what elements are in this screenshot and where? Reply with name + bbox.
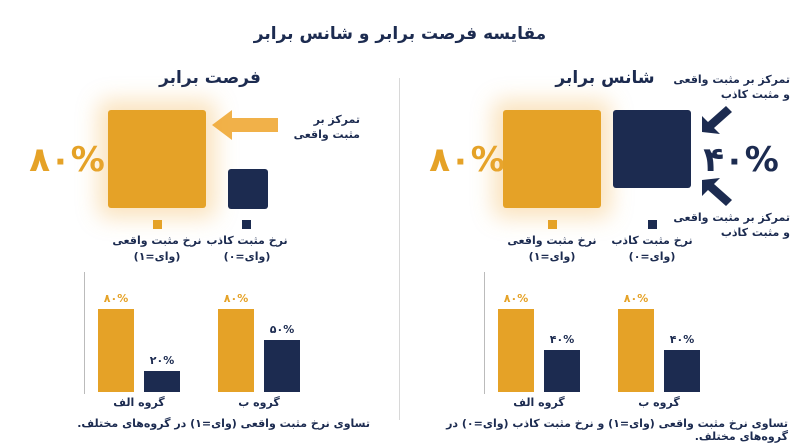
eod-tp-legend-marker — [548, 220, 557, 229]
eod-fp-legend-line2: (وای=۰) — [628, 250, 676, 263]
bar-tp-0 — [498, 308, 534, 392]
eod-arrow-top-icon — [702, 106, 732, 134]
eod-note-bottom-line1: تمرکز بر مثبت واقعی — [673, 211, 790, 224]
eo-arrow-note-line2: مثبت واقعی — [293, 128, 360, 141]
eod-tp-legend-line2: (وای=۱) — [528, 250, 576, 263]
eo-arrow-note: تمرکز بر مثبت واقعی — [270, 112, 360, 142]
eod-note-top-line1: تمرکز بر مثبت واقعی — [673, 73, 790, 86]
eo-fp-legend-marker — [242, 220, 251, 229]
eo-tp-square — [108, 110, 206, 208]
eod-tp-legend-line1: نرخ مثبت واقعی — [507, 234, 597, 247]
eod-big-fp-value: ۴۰% — [703, 140, 779, 180]
eod-note-top: تمرکز بر مثبت واقعی و مثبت کاذب — [668, 72, 790, 102]
eod-bar-chart: ۸۰% ۴۰% گروه الف ۸۰% ۴۰% گروه ب — [490, 270, 720, 415]
page-title: مقایسه فرصت برابر و شانس برابر — [253, 24, 547, 44]
group-label: گروه الف — [113, 396, 165, 409]
eod-fp-legend-label: نرخ مثبت کاذب (وای=۰) — [597, 233, 707, 265]
eod-big-tp-value: ۸۰% — [429, 140, 505, 180]
eod-fp-legend-line1: نرخ مثبت کاذب — [611, 234, 693, 247]
bar-value-label: ۴۰% — [549, 333, 575, 347]
eo-fp-legend-line1: نرخ مثبت کاذب — [206, 234, 288, 247]
bar-value-label: ۸۰% — [103, 291, 129, 305]
eod-caption: تساوی نرخ مثبت واقعی (وای=۱) و نرخ مثبت … — [446, 417, 788, 443]
eo-fp-legend-line2: (وای=۰) — [223, 250, 271, 263]
group-label: گروه الف — [513, 396, 565, 409]
group-label: گروه ب — [638, 396, 680, 409]
eod-chart-axis — [484, 272, 485, 394]
equal-opportunity-title: فرصت برابر — [159, 68, 261, 88]
eo-tp-legend-label: نرخ مثبت واقعی (وای=۱) — [102, 233, 212, 265]
panel-divider — [399, 78, 400, 420]
eod-fp-legend-marker — [648, 220, 657, 229]
eo-bar-chart: ۸۰% ۲۰% گروه الف ۸۰% ۵۰% گروه ب — [90, 270, 320, 415]
eod-note-top-line2: و مثبت کاذب — [720, 88, 790, 101]
bar-tp-0 — [98, 308, 134, 392]
eo-chart-axis — [84, 272, 85, 394]
bar-fp-0 — [144, 371, 180, 392]
eod-note-bottom: تمرکز بر مثبت واقعی و مثبت کاذب — [668, 210, 790, 240]
eo-caption: تساوی نرخ مثبت واقعی (وای=۱) در گروه‌های… — [77, 417, 370, 430]
eo-fp-legend-label: نرخ مثبت کاذب (وای=۰) — [192, 233, 302, 265]
eo-tp-legend-line2: (وای=۱) — [133, 250, 181, 263]
eo-focus-arrow-icon — [212, 110, 278, 140]
bar-value-label: ۲۰% — [149, 354, 175, 368]
eod-note-bottom-line2: و مثبت کاذب — [720, 226, 790, 239]
eo-tp-legend-marker — [153, 220, 162, 229]
equalized-odds-title: شانس برابر — [555, 68, 655, 88]
bar-value-label: ۸۰% — [223, 291, 249, 305]
bar-value-label: ۸۰% — [503, 291, 529, 305]
eo-big-tp-value: ۸۰% — [29, 140, 105, 180]
eo-fp-square — [228, 169, 268, 209]
bar-tp-1 — [618, 308, 654, 392]
bar-fp-1 — [664, 350, 700, 392]
bar-fp-1 — [264, 340, 300, 392]
eo-arrow-note-line1: تمرکز بر — [313, 113, 360, 126]
bar-value-label: ۵۰% — [269, 323, 295, 336]
bar-fp-0 — [544, 350, 580, 392]
eod-fp-square — [613, 110, 691, 188]
bar-value-label: ۸۰% — [623, 291, 649, 305]
bar-value-label: ۴۰% — [669, 333, 695, 347]
eod-tp-square — [503, 110, 601, 208]
eod-tp-legend-label: نرخ مثبت واقعی (وای=۱) — [497, 233, 607, 265]
eod-arrow-bottom-icon — [702, 178, 732, 206]
group-label: گروه ب — [238, 396, 280, 409]
bar-tp-1 — [218, 308, 254, 392]
eo-tp-legend-line1: نرخ مثبت واقعی — [112, 234, 202, 247]
